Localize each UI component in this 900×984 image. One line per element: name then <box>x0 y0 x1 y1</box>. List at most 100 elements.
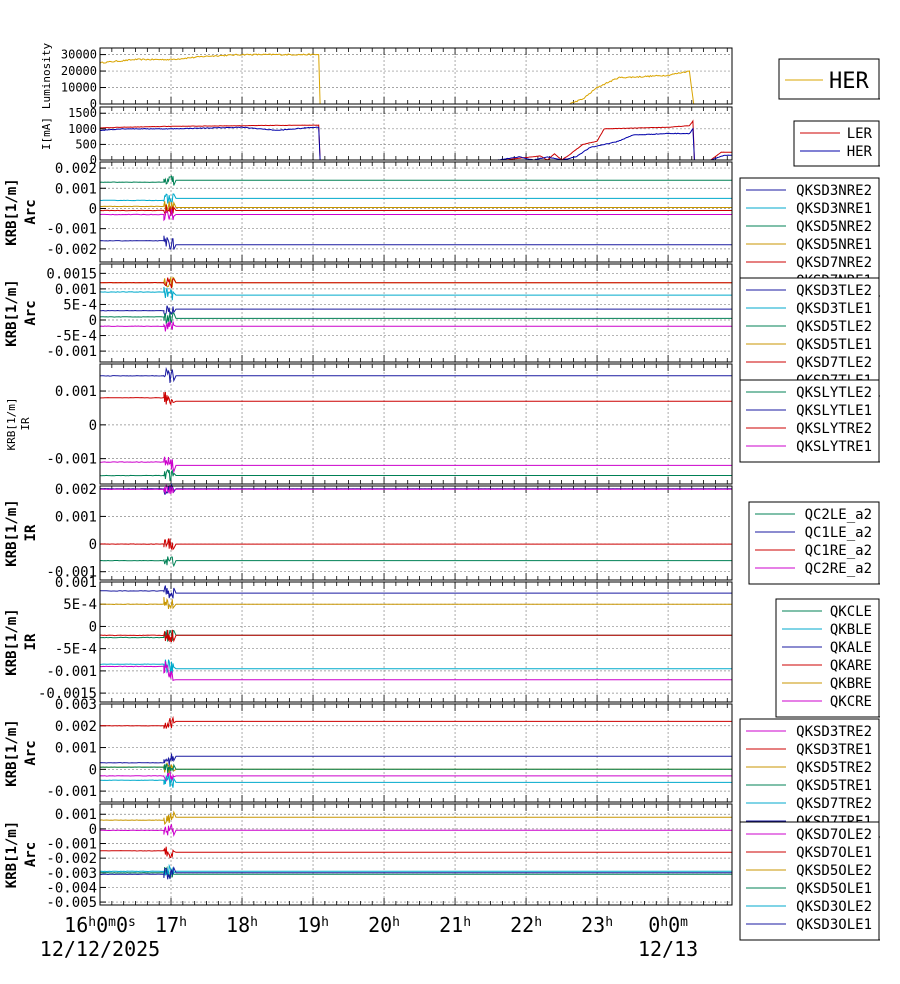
series-line-QKSD3NRE1 <box>99 193 732 204</box>
legend-label: QKSD7OLE2 <box>796 827 872 843</box>
series-line-QKSLYTRE2 <box>99 391 732 406</box>
series-line-QKALE <box>99 585 732 599</box>
legend-label: QKSD5TLE2 <box>796 319 872 335</box>
legend-box <box>739 718 880 838</box>
legend-label: QKSD3NRE2 <box>796 183 872 199</box>
panel-krb_arc_tre: -0.001 0 0.001 0.002 0.003 KRB[1/m] Arc <box>4 697 733 803</box>
legend-box <box>739 277 880 397</box>
y-tick-label: 0 <box>90 97 97 111</box>
panel-krb_ir_qk: -0.0015 -0.001 -5E-4 0 5E-4 0.001 KRB[1/m] IR <box>4 575 733 703</box>
y-tick-label: -0.001 <box>46 837 97 853</box>
plot-frame <box>99 106 733 161</box>
series-line-QKSD7NRE1 <box>99 208 732 222</box>
legend-label: QKSD3TRE1 <box>796 742 872 758</box>
series-line-QKSLYTRE1 <box>99 456 732 474</box>
y-tick-label: 500 <box>75 137 97 151</box>
plot-frame <box>99 47 733 105</box>
legend-label: QKSD3TLE2 <box>796 283 872 299</box>
panel-krb_arc_nre: -0.002 -0.001 0 0.001 0.002 KRB[1/m] Arc <box>4 161 733 263</box>
y-tick-label: 0 <box>90 153 97 167</box>
legend-label: QKSLYTRE2 <box>796 421 872 437</box>
y-tick-label: 5E-4 <box>63 597 97 613</box>
legend-krb_arc_tre: QKSD3TRE2 QKSD3TRE1 QKSD5TRE2 QKSD5TRE1 QKSD… <box>739 718 880 838</box>
y-axis-label: KRB[1/m] <box>4 608 20 675</box>
legend-label: QKSD5TRE1 <box>796 778 872 794</box>
x-tick-label: 20h <box>368 913 400 937</box>
legend-label: QKSD7NRE2 <box>796 255 872 271</box>
series-line-QKSLYTLE1 <box>99 366 732 384</box>
y-tick-label: 0 <box>89 418 97 434</box>
y-tick-label: 5E-4 <box>63 297 97 313</box>
y-tick-label: 0.002 <box>55 161 97 177</box>
y-axis-label-2: IR <box>19 417 32 431</box>
legend-label: QKSLYTLE1 <box>796 403 872 419</box>
y-axis-label-2: IR <box>23 524 39 541</box>
y-tick-label: 1000 <box>68 122 97 136</box>
y-tick-label: -0.001 <box>46 784 97 800</box>
legend-label: QKSLYTRE1 <box>796 439 872 455</box>
legend-label: QC2LE_a2 <box>805 507 872 523</box>
legend-box <box>739 821 880 941</box>
series-line-QKSLYTLE2 <box>99 468 732 482</box>
y-tick-label: 0.001 <box>55 509 97 525</box>
series-line-QKBLE <box>99 659 732 674</box>
y-tick-label: 0 <box>89 619 97 635</box>
y-tick-label: -5E-4 <box>55 329 97 345</box>
series-line-QKSD3TRE1 <box>99 715 732 729</box>
legend-label: QKALE <box>830 640 872 656</box>
legend-label: QKSD3TLE1 <box>796 301 872 317</box>
y-tick-label: 0 <box>89 313 97 329</box>
series-line-QKSD5NRE2 <box>99 175 732 186</box>
series-line-QKSD3TRE2 <box>99 769 732 783</box>
legend-krb_ir_sly: QKSLYTLE2 QKSLYTLE1 QKSLYTRE2 QKSLYTRE1 <box>739 379 880 463</box>
y-tick-label: 1500 <box>68 106 97 120</box>
series-line-QKSD3OLE2 <box>99 863 732 876</box>
y-axis-label: KRB[1/m] <box>5 398 18 451</box>
plot-frame <box>99 803 733 906</box>
y-tick-label: 0 <box>89 201 97 217</box>
legend-krb_ir_qc: QC2LE_a2 QC1LE_a2 QC1RE_a2 QC2RE_a2 <box>748 501 880 585</box>
series-line-QKSD3NRE2 <box>99 235 732 251</box>
series-line-LER <box>99 119 733 161</box>
x-tick-label: 16h0m0s <box>64 913 136 937</box>
y-tick-label: -0.0015 <box>38 686 97 702</box>
legend-label: QKSLYTLE2 <box>796 385 872 401</box>
legend-label: QC1RE_a2 <box>805 543 872 559</box>
y-axis-label-2: IR <box>23 633 39 650</box>
series-line-HER <box>99 126 732 161</box>
y-tick-label: -5E-4 <box>55 642 97 658</box>
y-tick-label: 0.0015 <box>46 266 97 282</box>
y-tick-label: -0.003 <box>46 866 97 882</box>
y-tick-label: 0.001 <box>55 575 97 591</box>
x-tick-label: 19h <box>297 913 329 937</box>
y-tick-label: 0 <box>89 762 97 778</box>
y-tick-label: 0.001 <box>55 282 97 298</box>
legend-lum: HER <box>778 58 880 100</box>
y-tick-label: -0.001 <box>46 452 97 468</box>
y-tick-label: 0.002 <box>55 482 97 498</box>
series-line-QKSD7TRE1 <box>99 753 732 766</box>
legend-label: QKSD5OLE2 <box>796 863 872 879</box>
x-tick-label: 23h <box>581 913 613 937</box>
legend-label: QKSD5NRE2 <box>796 219 872 235</box>
series-line-QKSD3TLE1 <box>99 286 732 301</box>
series-line-HER <box>99 53 732 105</box>
legend-krb_arc_tle: QKSD3TLE2 QKSD3TLE1 QKSD5TLE2 QKSD5TLE1 QKSD… <box>739 277 880 397</box>
legend-box <box>778 58 880 100</box>
plot-frame <box>99 703 733 803</box>
legend-box <box>739 379 880 463</box>
y-tick-label: -0.001 <box>46 222 97 238</box>
panel-krb_ir_qc: -0.001 0 0.001 0.002 KRB[1/m] IR <box>4 482 733 581</box>
series-line-QKSD7TLE1 <box>99 320 732 332</box>
series-line-QC1RE_a2 <box>99 538 732 551</box>
series-line-QKSD5OLE2 <box>99 810 732 825</box>
y-axis-label: KRB[1/m] <box>4 719 20 786</box>
y-axis-label-2: Arc <box>23 842 39 867</box>
x-tick-label: 17h <box>155 913 187 937</box>
y-tick-label: 0.001 <box>55 807 97 823</box>
legend-label: QKSD5OLE1 <box>796 881 872 897</box>
legend-label: QKSD3OLE1 <box>796 917 872 933</box>
y-axis-label-2: Arc <box>23 199 39 224</box>
y-axis-label-2: Arc <box>23 740 39 765</box>
